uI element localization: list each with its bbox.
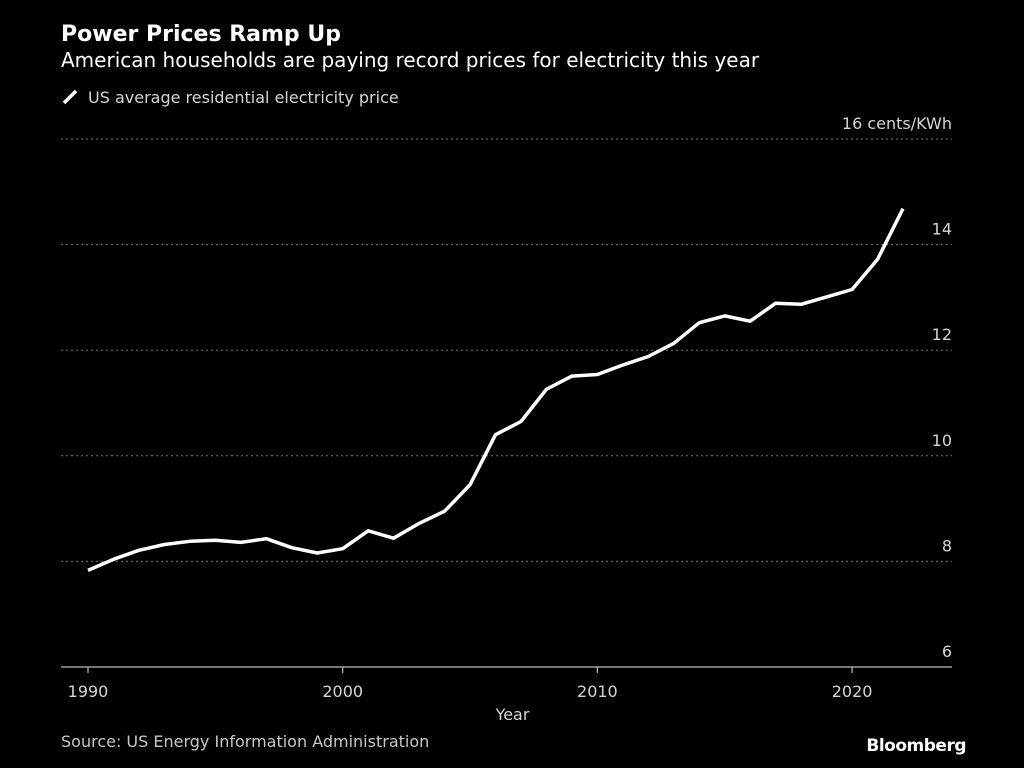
series-layer xyxy=(87,207,905,573)
y-tick-label-16: 16 cents/KWh xyxy=(842,114,952,133)
x-tick-label-2000: 2000 xyxy=(322,682,363,701)
legend: US average residential electricity price xyxy=(61,86,399,108)
chart-title: Power Prices Ramp Up xyxy=(61,22,341,47)
y-tick-label-14: 14 xyxy=(932,220,952,239)
x-tick-label-2020: 2020 xyxy=(832,682,873,701)
series-line-0 xyxy=(87,207,905,573)
y-tick-label-12: 12 xyxy=(932,325,952,344)
y-tick-label-10: 10 xyxy=(932,431,952,450)
source-note: Source: US Energy Information Administra… xyxy=(61,732,430,751)
chart-subtitle: American households are paying record pr… xyxy=(61,48,760,72)
x-tick-label-1990: 1990 xyxy=(68,682,109,701)
gridlines xyxy=(61,138,952,562)
x-tick-label-2010: 2010 xyxy=(577,682,618,701)
legend-label: US average residential electricity price xyxy=(88,87,399,107)
legend-line-icon xyxy=(62,89,78,105)
y-tick-label-6: 6 xyxy=(942,642,952,661)
axes: 6 8 10 12 14 16 cents/KWh 1990 2000 2010 2020 Year xyxy=(61,114,952,724)
y-tick-label-8: 8 xyxy=(942,536,952,555)
x-axis-title: Year xyxy=(495,705,530,724)
bloomberg-logo: Bloomberg xyxy=(866,736,966,756)
